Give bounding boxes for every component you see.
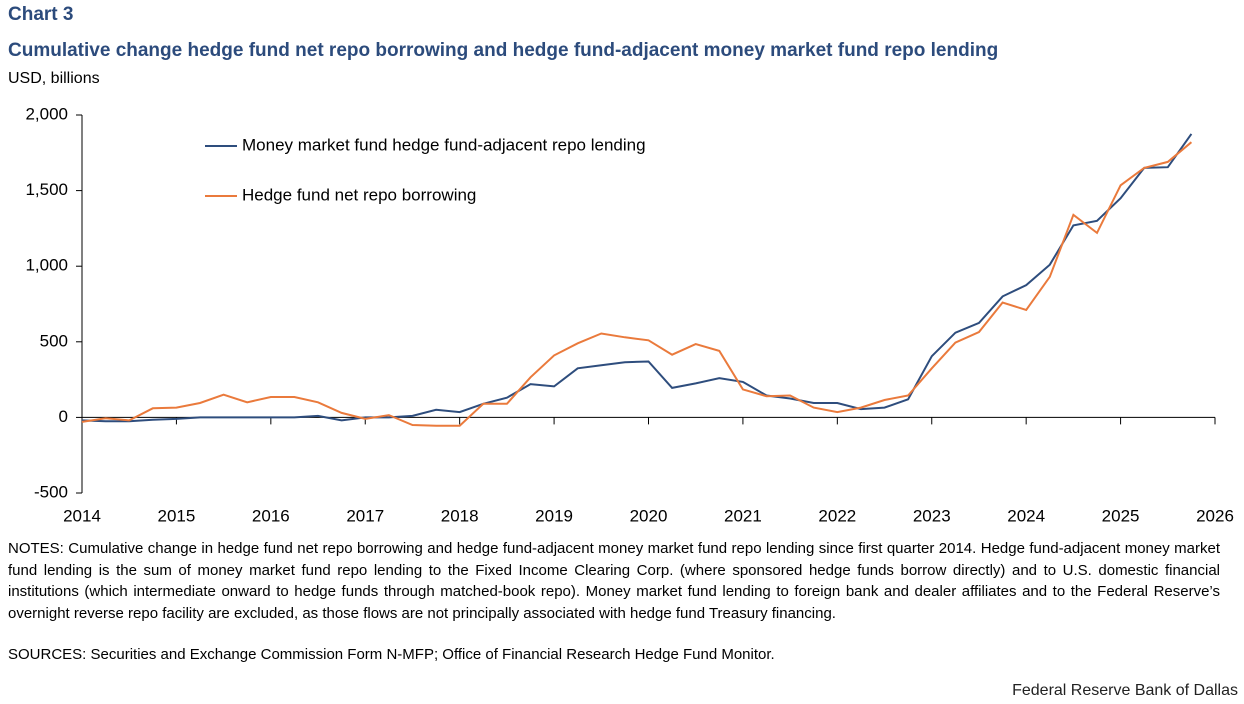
legend-label: Hedge fund net repo borrowing (242, 185, 476, 204)
x-tick-label: 2022 (818, 506, 856, 525)
x-tick-label: 2015 (158, 506, 196, 525)
x-tick-label: 2021 (724, 506, 762, 525)
series-line (81, 133, 1193, 423)
chart-title: Cumulative change hedge fund net repo bo… (8, 40, 999, 61)
x-tick-label: 2024 (1007, 506, 1045, 525)
x-tick-label: 2014 (63, 506, 101, 525)
x-tick-label: 2025 (1102, 506, 1140, 525)
legend-label: Money market fund hedge fund-adjacent re… (242, 135, 646, 154)
y-tick-label: 0 (59, 407, 68, 426)
chart-label: Chart 3 (8, 4, 74, 25)
series-line (81, 141, 1193, 427)
x-tick-label: 2019 (535, 506, 573, 525)
x-tick-label: 2020 (630, 506, 668, 525)
y-tick-label: 1,000 (25, 256, 68, 275)
x-tick-label: 2023 (913, 506, 951, 525)
notes: NOTES: Cumulative change in hedge fund n… (8, 540, 1220, 622)
x-tick-label: 2018 (441, 506, 479, 525)
x-tick-label: 2026 (1196, 506, 1234, 525)
y-axis-label: USD, billions (8, 70, 100, 87)
x-tick-label: 2016 (252, 506, 290, 525)
y-tick-label: 2,000 (25, 104, 68, 123)
y-tick-label: 1,500 (25, 180, 68, 199)
y-tick-label: -500 (34, 482, 68, 501)
credit: Federal Reserve Bank of Dallas (1012, 682, 1238, 699)
sources: SOURCES: Securities and Exchange Commiss… (8, 646, 775, 663)
x-tick-label: 2017 (346, 506, 384, 525)
y-tick-label: 500 (40, 331, 68, 350)
